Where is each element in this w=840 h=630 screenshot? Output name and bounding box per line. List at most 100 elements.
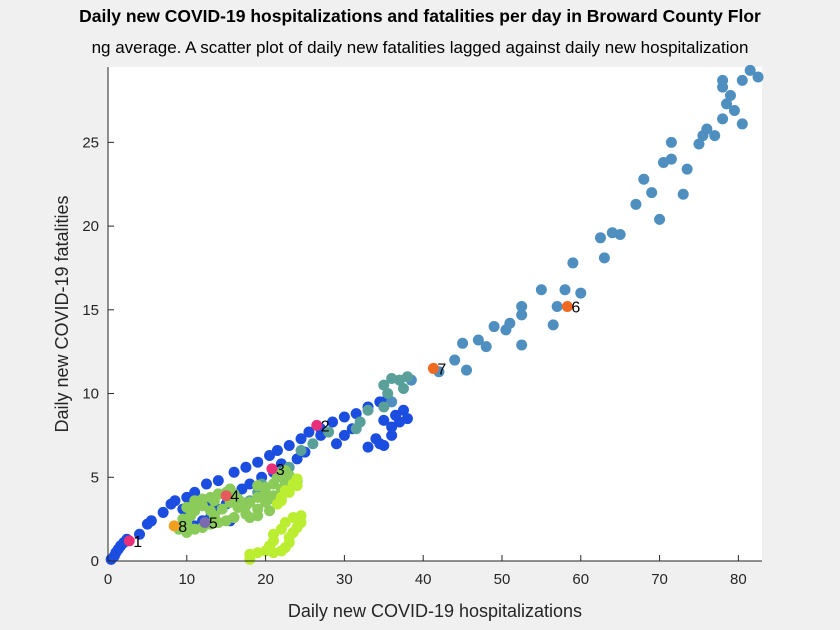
data-point-series-2 (724, 89, 736, 101)
data-point-series-2 (736, 118, 748, 130)
data-point-series-2 (665, 136, 677, 148)
highlighted-point-2 (311, 419, 323, 431)
data-point-series-3 (350, 423, 362, 435)
y-tick-label: 15 (82, 302, 99, 319)
data-point-series-1 (169, 495, 181, 507)
data-point-series-3 (362, 404, 374, 416)
data-point-series-1 (189, 486, 201, 498)
data-point-series-3 (378, 401, 390, 413)
x-tick-label: 0 (104, 571, 112, 588)
data-point-series-2 (717, 113, 729, 125)
x-tick-label: 80 (730, 571, 747, 588)
data-point-series-3 (323, 426, 335, 438)
data-point-series-2 (472, 334, 484, 346)
highlighted-point-1 (123, 535, 135, 547)
data-point-series-2 (457, 337, 469, 349)
data-point-series-2 (736, 74, 748, 86)
data-point-series-1 (228, 466, 240, 478)
data-point-series-2 (752, 71, 764, 83)
data-point-series-2 (614, 228, 626, 240)
data-point-series-1 (397, 404, 409, 416)
y-tick-label: 20 (82, 218, 99, 235)
point-label-8: 8 (178, 519, 187, 536)
data-point-series-2 (709, 130, 721, 142)
highlighted-point-6 (561, 300, 573, 312)
data-point-series-2 (665, 153, 677, 165)
data-point-series-4 (244, 496, 256, 508)
data-point-series-2 (535, 284, 547, 296)
y-tick-label: 0 (91, 553, 99, 570)
highlighted-point-7 (427, 362, 439, 374)
data-point-series-2 (567, 257, 579, 269)
data-point-series-2 (575, 287, 587, 299)
data-point-series-5 (287, 478, 299, 490)
point-label-6: 6 (571, 299, 580, 316)
data-point-series-2 (516, 309, 528, 321)
data-point-series-2 (630, 198, 642, 210)
data-point-series-1 (252, 456, 264, 468)
data-point-series-5 (279, 485, 291, 497)
data-point-series-1 (157, 506, 169, 518)
data-point-series-4 (181, 527, 193, 539)
data-point-series-5 (264, 540, 276, 552)
data-point-series-1 (362, 441, 374, 453)
data-point-series-2 (488, 321, 500, 333)
highlighted-point-5 (199, 516, 211, 528)
data-point-series-2 (386, 396, 398, 408)
data-point-series-3 (382, 388, 394, 400)
highlighted-point-8 (168, 520, 180, 532)
data-point-series-4 (197, 500, 209, 512)
data-point-series-3 (295, 444, 307, 456)
data-point-series-1 (378, 439, 390, 451)
data-point-series-2 (480, 341, 492, 353)
data-point-series-2 (681, 163, 693, 175)
x-tick-label: 10 (178, 571, 195, 588)
y-tick-label: 10 (82, 386, 99, 403)
data-point-series-2 (551, 300, 563, 312)
y-axis-label: Daily new COVID-19 fatalities (52, 195, 72, 432)
data-point-series-1 (390, 409, 402, 421)
point-label-4: 4 (230, 489, 239, 506)
data-point-series-1 (350, 408, 362, 420)
point-label-3: 3 (276, 462, 285, 479)
x-tick-label: 60 (572, 571, 589, 588)
data-point-series-1 (327, 416, 339, 428)
data-point-series-2 (693, 138, 705, 150)
y-tick-label: 5 (91, 469, 99, 486)
point-label-1: 1 (133, 534, 142, 551)
data-point-series-2 (677, 188, 689, 200)
data-point-series-2 (654, 213, 666, 225)
data-point-series-1 (338, 411, 350, 423)
point-label-2: 2 (321, 418, 330, 435)
y-tick-label: 25 (82, 134, 99, 151)
data-point-series-4 (177, 513, 189, 525)
chart-subtitle: ng average. A scatter plot of daily new … (91, 38, 749, 57)
data-point-series-4 (208, 510, 220, 522)
data-point-series-2 (598, 252, 610, 264)
data-point-series-1 (331, 438, 343, 450)
data-point-series-1 (134, 528, 146, 540)
point-label-7: 7 (437, 361, 446, 378)
data-point-series-2 (504, 317, 516, 329)
data-point-series-1 (271, 444, 283, 456)
data-point-series-1 (386, 429, 398, 441)
data-point-series-1 (212, 475, 224, 487)
highlighted-point-3 (266, 463, 278, 475)
chart-title: Daily new COVID-19 hospitalizations and … (79, 6, 761, 26)
data-point-series-1 (378, 414, 390, 426)
data-point-series-4 (252, 480, 264, 492)
x-tick-label: 30 (336, 571, 353, 588)
data-point-series-1 (401, 413, 413, 425)
data-point-series-5 (275, 495, 287, 507)
data-point-series-4 (252, 491, 264, 503)
data-point-series-4 (216, 503, 228, 515)
data-point-series-2 (717, 74, 729, 86)
data-point-series-3 (378, 379, 390, 391)
data-point-series-2 (646, 187, 658, 199)
data-point-series-2 (547, 319, 559, 331)
data-point-series-2 (461, 364, 473, 376)
data-point-series-1 (386, 421, 398, 433)
data-point-series-2 (594, 232, 606, 244)
data-point-series-1 (264, 450, 276, 462)
data-point-series-1 (240, 461, 252, 473)
